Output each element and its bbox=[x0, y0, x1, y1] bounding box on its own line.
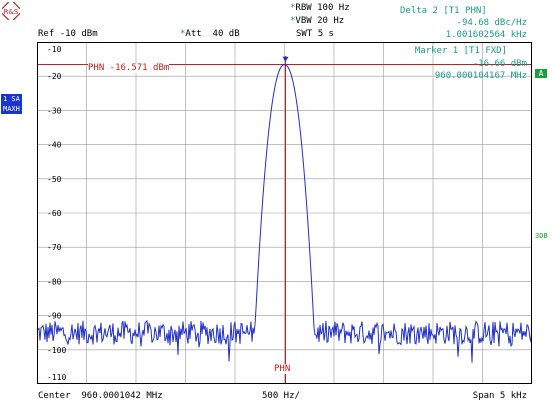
y-tick-label: -50 bbox=[47, 175, 62, 184]
delta-title: Delta 2 [T1 PHN] bbox=[400, 6, 487, 16]
spectrum-trace bbox=[37, 64, 532, 363]
plot-frame bbox=[37, 42, 532, 384]
att-label: Att bbox=[185, 29, 202, 39]
y-tick-label: -40 bbox=[47, 141, 62, 150]
span-value: 5 kHz bbox=[499, 391, 527, 401]
att-value: 40 dB bbox=[212, 29, 240, 39]
y-tick-label: -70 bbox=[47, 243, 62, 252]
peak-marker-triangle bbox=[282, 56, 289, 62]
ref-level-readout: Ref -10 dBm bbox=[38, 29, 98, 39]
delta-value-2: 1.001602564 kHz bbox=[445, 30, 527, 40]
y-tick-label: -110 bbox=[47, 373, 66, 382]
y-tick-label: -90 bbox=[47, 312, 62, 321]
span-readout: Span 5 kHz bbox=[473, 391, 527, 401]
phn-marker-label: PHN bbox=[274, 364, 291, 374]
display-line-label: PHN -16.571 dBm bbox=[88, 63, 170, 73]
ref-value: -10 dBm bbox=[59, 29, 98, 39]
rohde-schwarz-logo: R&S bbox=[2, 2, 20, 20]
attenuation-readout: *Att 40 dB bbox=[180, 29, 240, 39]
rbw-label: RBW bbox=[295, 3, 312, 13]
peak-marker-icon bbox=[282, 56, 289, 62]
plot-grid bbox=[37, 42, 532, 384]
y-tick-label: -20 bbox=[47, 72, 62, 81]
spectrum-plot[interactable]: -10 -20 -30 -40 -50 -60 -70 -80 -90 -100 -110 bbox=[37, 42, 532, 384]
span-label: Span bbox=[472, 391, 495, 401]
vbw-readout: *VBW 20 Hz bbox=[290, 16, 344, 26]
y-tick-labels: -10 -20 -30 -40 -50 -60 -70 -80 -90 -100 -110 bbox=[47, 45, 66, 382]
center-frequency-readout: Center 960.0001042 MHz bbox=[38, 391, 163, 401]
rbw-star-icon: * bbox=[290, 3, 296, 13]
svg-text:R&S: R&S bbox=[4, 8, 19, 16]
division-readout: 500 Hz/ bbox=[262, 391, 300, 401]
y-tick-label: -30 bbox=[47, 106, 62, 115]
trace-mode-badge-maxh: MAXH bbox=[1, 104, 22, 114]
swt-label: SWT bbox=[296, 29, 313, 39]
rbw-value: 100 Hz bbox=[317, 3, 350, 13]
trace-mode-badge-sa: 1 SA bbox=[1, 94, 22, 104]
vbw-label: VBW bbox=[295, 16, 312, 26]
y-tick-label: -80 bbox=[47, 277, 62, 286]
marker-level: -16.66 dBm bbox=[472, 59, 527, 69]
vbw-value: 20 Hz bbox=[317, 16, 345, 26]
marker-indicator-a: A bbox=[535, 69, 547, 78]
marker-title: Marker 1 [T1 FXD] bbox=[414, 46, 507, 56]
center-value: 960.0001042 MHz bbox=[81, 391, 163, 401]
att-star-icon: * bbox=[180, 29, 186, 39]
rbw-readout: *RBW 100 Hz bbox=[290, 3, 350, 13]
swt-value: 5 s bbox=[317, 29, 334, 39]
marker-frequency: 960.000104167 MHz bbox=[434, 71, 527, 81]
vbw-star-icon: * bbox=[290, 16, 296, 26]
swt-readout: SWT 5 s bbox=[296, 29, 334, 39]
right-3db-label: 3DB bbox=[535, 232, 548, 240]
delta-value-1: -94.68 dBc/Hz bbox=[456, 18, 527, 28]
y-tick-label: -100 bbox=[47, 346, 66, 355]
center-label: Center bbox=[38, 391, 71, 401]
ref-label: Ref bbox=[38, 29, 55, 39]
y-tick-label: -10 bbox=[47, 45, 62, 54]
y-tick-label: -60 bbox=[47, 209, 62, 218]
